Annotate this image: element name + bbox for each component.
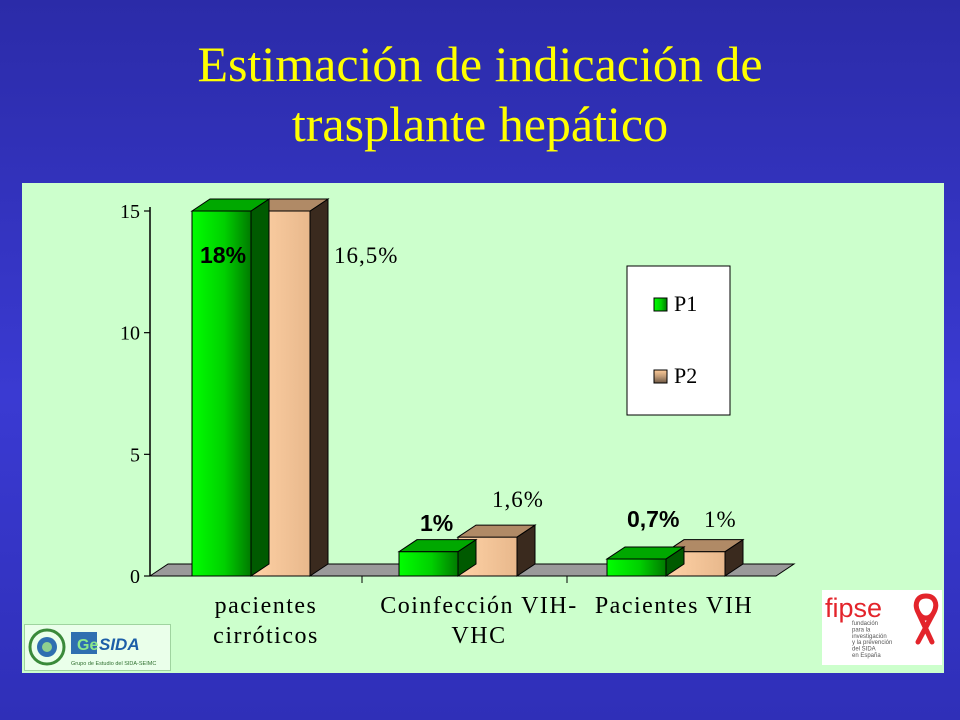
fipse-tagline-line: investigación <box>852 634 887 640</box>
fipse-tagline-line: y la prevención <box>852 640 892 646</box>
bar-p1-1 <box>397 538 478 577</box>
legend-box <box>626 265 731 416</box>
fipse-logo: fipse fundación para la investigación y la … <box>822 590 942 665</box>
legend-label-p2: P2 <box>674 363 697 388</box>
bar-p1-0-top <box>190 198 271 212</box>
bar-p1-0 <box>190 198 271 577</box>
category-label: cirróticos <box>213 623 319 649</box>
fipse-tagline-line: en España <box>852 653 881 659</box>
legend-swatch-p1 <box>653 297 668 312</box>
data-label-p1: 0,7% <box>627 506 679 532</box>
category-label: Coinfección VIH- <box>380 593 578 619</box>
gesida-logo-text-rest: SIDA <box>99 635 140 654</box>
y-tick-label: 0 <box>130 566 140 588</box>
chart-panel: 0 5 10 15 18% 1% 0,7% 16,5% 1,6% 1% pacientes cirr… <box>22 183 944 673</box>
slide-title-line-2: trasplante hepático <box>291 96 669 152</box>
gesida-logo-text: Ge <box>77 637 98 654</box>
fipse-tagline-line: del SIDA <box>852 647 876 653</box>
fipse-logo-text: fipse <box>825 593 882 623</box>
data-label-p1: 1% <box>420 510 453 536</box>
fipse-tagline-line: fundación <box>852 621 878 627</box>
chart-legend: P1 P2 <box>626 265 731 416</box>
data-label-p2: 1,6% <box>492 487 544 512</box>
data-label-p1: 18% <box>200 242 246 268</box>
bar-p2-2-top <box>664 539 745 553</box>
bar-p1-1-face <box>398 551 459 577</box>
category-label: pacientes <box>215 593 318 619</box>
red-ribbon-icon <box>913 593 939 645</box>
slide-title: Estimación de indicación de trasplante h… <box>0 34 960 154</box>
bar-p1-2 <box>605 546 686 577</box>
slide-title-line-1: Estimación de indicación de <box>197 36 763 92</box>
bar-p2-0-side <box>309 198 329 577</box>
bar-p1-2-face <box>606 558 667 577</box>
bar-p1-0-side <box>250 198 270 577</box>
legend-swatch-p2 <box>653 369 668 384</box>
bar-p1-0-face <box>191 210 252 577</box>
gesida-logo: Ge SIDA Grupo de Estudio del SIDA-SEIMC <box>24 624 171 671</box>
bar-p1-1-top <box>397 539 478 553</box>
category-label: Pacientes VIH <box>595 593 753 619</box>
category-label: VHC <box>451 623 506 649</box>
bar-p1-2-top <box>605 546 686 560</box>
gesida-logo-subtitle: Grupo de Estudio del SIDA-SEIMC <box>71 661 156 667</box>
data-label-p2: 16,5% <box>334 243 398 268</box>
y-tick-label: 10 <box>120 323 140 345</box>
bar-chart: 0 5 10 15 18% 1% 0,7% 16,5% 1,6% 1% pacientes cirr… <box>120 198 796 649</box>
data-label-p2: 1% <box>704 507 737 532</box>
y-tick-label: 15 <box>120 201 140 223</box>
gesida-emblem-icon <box>28 628 66 666</box>
bar-p2-1-top <box>456 524 537 538</box>
legend-label-p1: P1 <box>674 291 697 316</box>
fipse-tagline-line: para la <box>852 627 871 633</box>
y-tick-label: 5 <box>130 444 140 466</box>
